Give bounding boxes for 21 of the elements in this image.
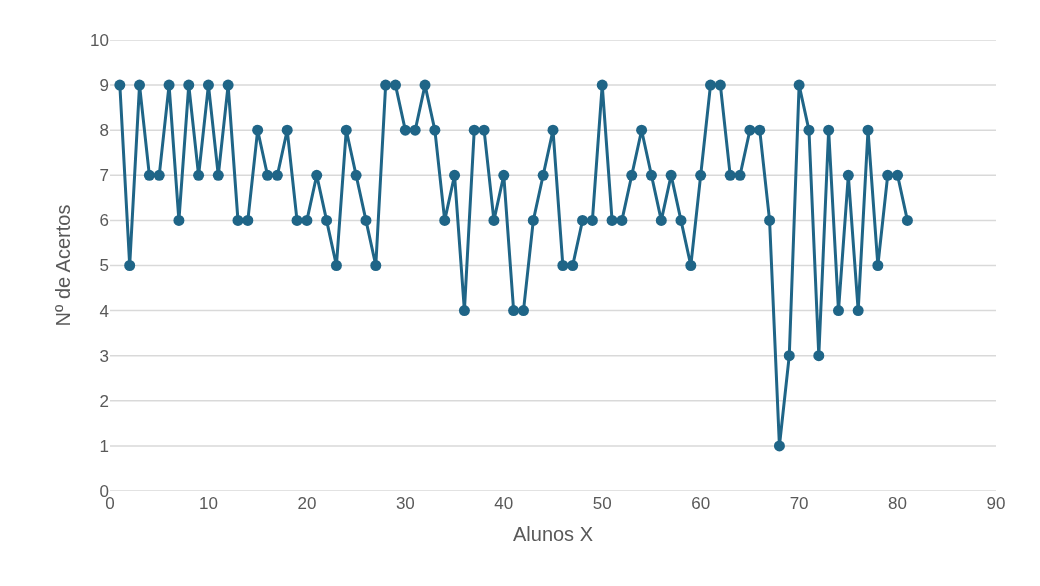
x-tick-label: 20	[297, 494, 317, 513]
x-tick-label: 10	[198, 494, 218, 513]
x-tick-label: 60	[691, 494, 711, 513]
x-tick-label: 90	[986, 494, 1006, 513]
y-tick-label: 6	[99, 211, 109, 231]
x-axis-title: Alunos X	[512, 522, 594, 545]
y-tick-label: 10	[90, 30, 109, 50]
x-tick-label: 30	[395, 494, 415, 513]
y-tick-label: 7	[99, 166, 109, 186]
y-tick-label: 8	[99, 121, 109, 141]
y-tick-label: 4	[99, 301, 109, 321]
y-axis-title: Nº de Acertos	[51, 204, 74, 327]
y-tick-label: 3	[99, 346, 109, 366]
y-tick-label: 9	[99, 76, 109, 96]
x-tick-label: 40	[494, 494, 514, 513]
x-tick-label: 50	[592, 494, 612, 513]
x-tick-label: 70	[789, 494, 809, 513]
x-tick-label: 80	[888, 494, 908, 513]
y-tick-label: 5	[99, 256, 109, 276]
y-tick-label: 1	[99, 436, 109, 456]
y-tick-label: 2	[99, 391, 109, 411]
